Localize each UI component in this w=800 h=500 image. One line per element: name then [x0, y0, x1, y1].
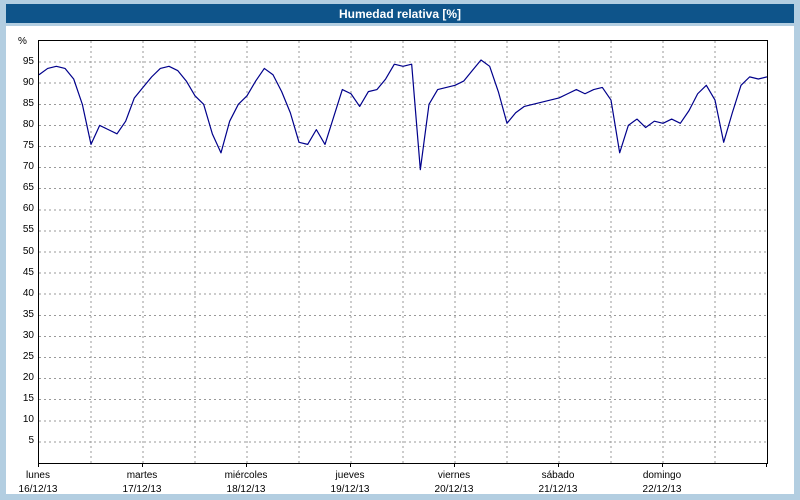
- y-tick-label: 75: [22, 140, 34, 151]
- x-date-label: 21/12/13: [538, 484, 578, 495]
- x-tick: [662, 463, 663, 467]
- y-tick-label: 40: [22, 287, 34, 299]
- chart-panel: % 5 10 15 20 25 30 35 40 45 50 55 60 65 70 75 80 85 90 95 …: [6, 26, 794, 495]
- y-tick-label: 80: [22, 118, 34, 130]
- x-tick: [766, 463, 767, 467]
- x-date-label: 19/12/13: [330, 484, 370, 495]
- x-day-label: lunes: [26, 470, 50, 481]
- y-tick-label: 50: [22, 245, 34, 257]
- y-tick-label: 30: [22, 329, 34, 341]
- y-axis-unit-label: %: [18, 36, 27, 47]
- y-tick-label: 25: [22, 351, 34, 362]
- y-tick-label: 15: [22, 393, 34, 405]
- x-date-label: 22/12/13: [642, 484, 682, 495]
- y-tick-label: 55: [22, 224, 34, 236]
- x-day-label: jueves: [335, 470, 365, 481]
- x-tick: [246, 463, 247, 467]
- y-tick-label: 35: [22, 308, 34, 320]
- chart-title-bar: Humedad relativa [%]: [6, 4, 794, 23]
- x-date-label: 20/12/13: [434, 484, 474, 495]
- x-tick: [142, 463, 143, 467]
- x-day-label: miércoles: [224, 470, 268, 481]
- x-date-label: 16/12/13: [18, 484, 58, 495]
- x-tick: [38, 463, 39, 467]
- x-day-label: viernes: [437, 470, 471, 481]
- x-day-label: martes: [126, 470, 158, 481]
- y-tick-label: 5: [28, 435, 34, 447]
- y-tick-label: 20: [22, 372, 34, 384]
- plot-area: [38, 40, 768, 464]
- x-date-label: 18/12/13: [226, 484, 266, 495]
- x-date-label: 17/12/13: [122, 484, 162, 495]
- x-tick: [558, 463, 559, 467]
- x-day-label: domingo: [642, 470, 682, 481]
- y-tick-label: 70: [22, 161, 34, 173]
- y-tick-label: 60: [22, 203, 34, 215]
- y-tick-label: 85: [22, 97, 34, 109]
- y-tick-label: 10: [22, 414, 34, 426]
- chart-title: Humedad relativa [%]: [338, 6, 462, 21]
- y-tick-label: 90: [22, 76, 34, 88]
- y-tick-label: 45: [22, 266, 34, 278]
- x-tick: [454, 463, 455, 467]
- y-tick-label: 95: [22, 55, 34, 67]
- y-tick-label: 65: [22, 182, 34, 194]
- x-tick: [350, 463, 351, 467]
- x-day-label: sábado: [541, 470, 575, 481]
- humidity-chart-svg: [39, 41, 767, 463]
- humidity-line: [39, 59, 767, 171]
